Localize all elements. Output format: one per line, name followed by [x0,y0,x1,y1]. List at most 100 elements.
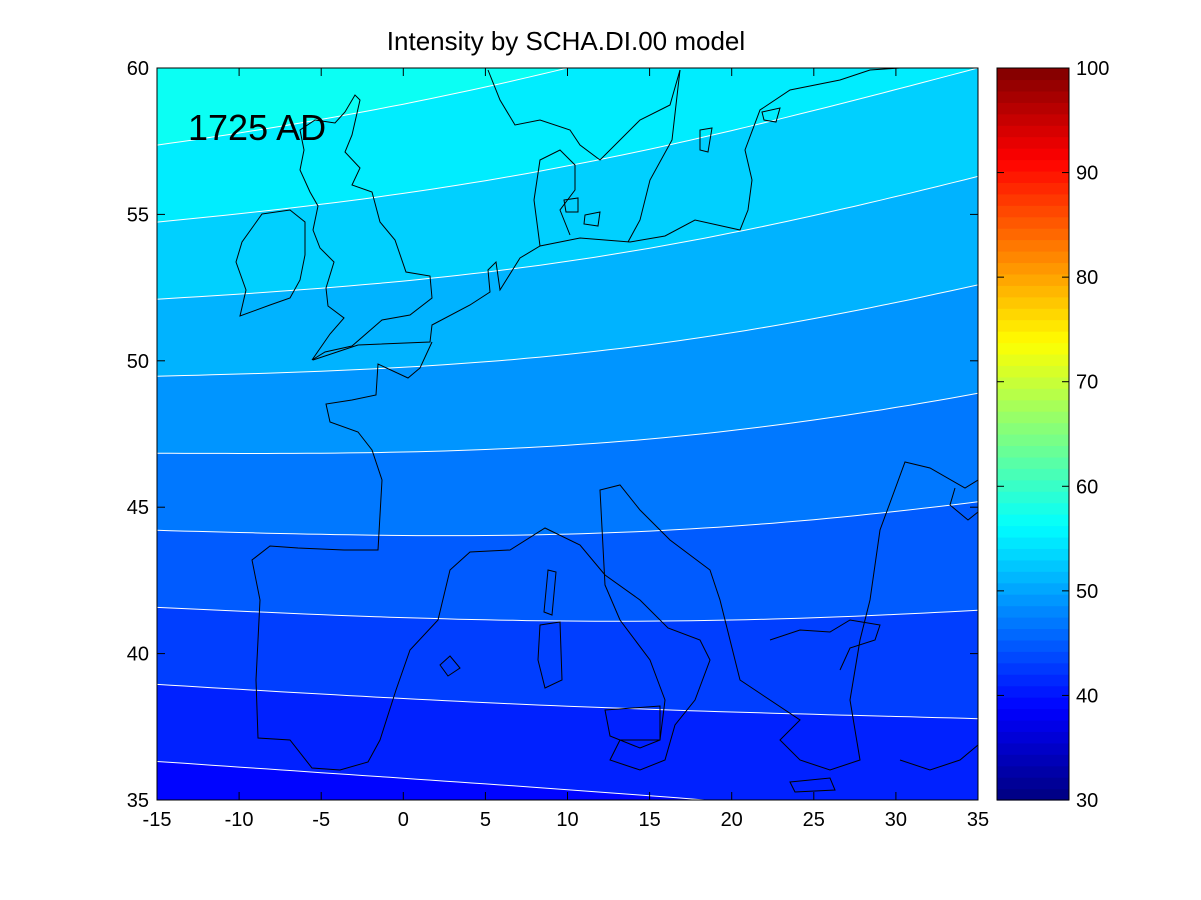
colorbar-swatch [997,399,1069,412]
colorbar-swatch [997,777,1069,790]
colorbar-tick-label: 100 [1076,58,1109,80]
y-tick-label: 50 [127,351,149,373]
colorbar-swatch [997,571,1069,584]
colorbar-swatch [997,639,1069,652]
y-tick-label: 35 [127,790,149,812]
colorbar-swatch [997,251,1069,264]
coastline-aegean [769,619,881,671]
y-axis: 35 40 45 50 55 60 [127,58,978,812]
coastline-denmark [533,149,576,247]
coastline-baltic-island [761,107,781,123]
colorbar-swatch [997,125,1069,138]
coastline-danish-island [583,211,601,227]
coastline-ireland [235,209,306,317]
x-tick-label: 10 [556,809,578,831]
colorbar-frame [996,67,1070,801]
contour-line [157,683,978,720]
contour-line [157,761,711,800]
y-tick-label: 40 [127,644,149,666]
colorbar-swatch [997,605,1069,618]
colorbar-swatch [997,788,1069,801]
colorbar-swatch [997,502,1069,515]
colorbar-swatch [997,68,1069,81]
colorbar-swatch [997,662,1069,675]
colorbar-swatch [997,754,1069,767]
coastline-turkey [899,744,978,771]
colorbar-swatch [997,525,1069,538]
colorbar-swatch [997,742,1069,755]
colorbar-tick-label: 60 [1076,476,1098,498]
colorbar-swatch [997,365,1069,378]
colorbar-swatch [997,376,1069,389]
coastline-gotland [699,127,713,153]
colorbar-swatch [997,628,1069,641]
colorbar-swatch [997,285,1069,298]
coastline-sicily [604,705,661,749]
colorbar-tick-label: 40 [1076,685,1098,707]
colorbar-swatch [997,353,1069,366]
coastline-sweden [627,69,681,243]
colorbar-swatch [997,491,1069,504]
colorbar-swatch [997,170,1069,183]
colorbar-swatch [997,182,1069,195]
colorbar-tick-label: 90 [1076,163,1098,185]
x-tick-label: 30 [885,809,907,831]
colorbar-swatch [997,697,1069,710]
colorbar-swatch [997,148,1069,161]
colorbar [997,68,1069,801]
x-tick-label: -10 [225,809,254,831]
colorbar-swatch [997,582,1069,595]
coastline-crete [789,777,836,793]
contour-line [157,68,978,223]
colorbar-swatch [997,308,1069,321]
colorbar-swatch [997,434,1069,447]
contour-line [157,284,978,377]
colorbar-swatch [997,765,1069,778]
colorbar-swatch [997,411,1069,424]
colorbar-swatch [997,514,1069,527]
plot-area: 1725 AD [157,68,978,800]
colorbar-swatch [997,456,1069,469]
x-tick-label: 20 [721,809,743,831]
colorbar-swatch [997,228,1069,241]
x-tick-label: 0 [398,809,409,831]
colorbar-swatch [997,651,1069,664]
colorbar-swatch [997,617,1069,630]
intensity-band [157,68,568,146]
intensity-bands [157,68,978,800]
y-tick-label: 55 [127,204,149,226]
contour-line [157,392,978,454]
coastline-europe-mainland [312,68,978,361]
contour-line [157,501,978,537]
coastline-sardinia [537,621,563,689]
colorbar-swatch [997,193,1069,206]
x-tick-label: -5 [312,809,330,831]
colorbar-axis: 30 40 50 60 70 80 90 100 [997,58,1109,812]
colorbar-swatch [997,216,1069,229]
contour-line [157,68,570,146]
colorbar-swatch [997,79,1069,92]
colorbar-tick-label: 50 [1076,581,1098,603]
colorbar-swatch [997,594,1069,607]
colorbar-swatch [997,239,1069,252]
colorbar-swatch [997,536,1069,549]
colorbar-tick-label: 30 [1076,790,1098,812]
y-tick-label: 60 [127,58,149,80]
year-annotation: 1725 AD [188,107,326,148]
x-tick-label: -15 [143,809,172,831]
colorbar-swatch [997,685,1069,698]
colorbar-tick-label: 70 [1076,372,1098,394]
coastline-balearic [439,655,461,677]
colorbar-swatch [997,719,1069,732]
colorbar-swatch [997,159,1069,172]
coastline-black-sea [949,487,978,521]
colorbar-swatch [997,422,1069,435]
coastlines [235,68,978,793]
colorbar-swatch [997,731,1069,744]
colorbar-swatch [997,708,1069,721]
colorbar-swatch [997,273,1069,286]
colorbar-swatch [997,319,1069,332]
colorbar-swatch [997,388,1069,401]
x-axis: -15 -10 -5 0 5 10 15 20 25 30 35 [143,68,989,831]
